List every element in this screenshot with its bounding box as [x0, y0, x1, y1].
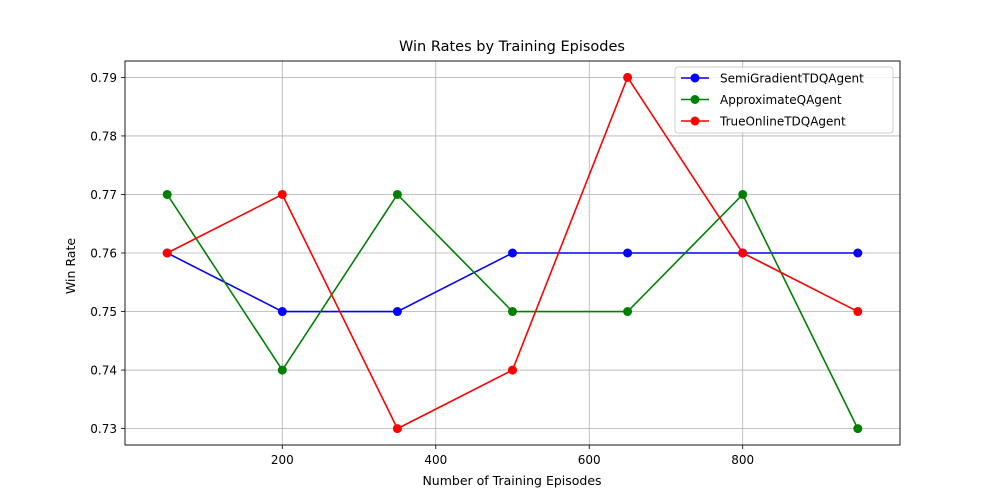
legend-marker [690, 73, 700, 83]
legend-label: TrueOnlineTDQAgent [719, 115, 846, 129]
series-layer [162, 72, 863, 434]
y-axis-label: Win Rate [63, 238, 78, 294]
data-point [508, 248, 517, 258]
data-point [738, 248, 748, 258]
data-point [162, 189, 172, 199]
data-point [392, 424, 402, 434]
data-point [162, 248, 172, 258]
x-tick-label: 800 [731, 453, 754, 467]
y-tick-label: 0.79 [90, 71, 117, 85]
data-point [623, 248, 633, 258]
data-point [508, 307, 517, 317]
data-point [392, 307, 402, 317]
y-tick-label: 0.75 [90, 305, 117, 319]
legend-marker [690, 95, 700, 104]
data-point [623, 72, 633, 82]
axis-ticks: 200 400 600 800 0.73 0.74 0.75 0.76 0.77 0.78 0.79 [90, 71, 754, 467]
data-point [392, 189, 402, 199]
data-point [738, 189, 748, 199]
legend-marker [690, 116, 700, 126]
series-line [166, 252, 858, 313]
series-0 [162, 248, 863, 317]
legend: SemiGradientTDQAgent ApproximateQAgent Tru… [674, 66, 894, 134]
legend-label: ApproximateQAgent [720, 93, 842, 107]
data-point [853, 307, 863, 317]
data-point [277, 365, 287, 375]
y-tick-label: 0.74 [90, 364, 117, 378]
y-tick-label: 0.76 [90, 247, 117, 261]
data-point [508, 365, 517, 375]
data-point [853, 424, 863, 434]
legend-item: SemiGradientTDQAgent [681, 72, 864, 86]
y-tick-label: 0.78 [90, 129, 117, 143]
legend-box [674, 66, 894, 134]
data-point [853, 248, 863, 258]
series-2 [162, 72, 863, 434]
x-tick-label: 200 [271, 453, 294, 467]
data-point [277, 189, 287, 199]
y-tick-label: 0.77 [90, 188, 117, 202]
chart-title: Win Rates by Training Episodes [399, 39, 625, 55]
x-tick-label: 600 [578, 453, 601, 467]
legend-item: TrueOnlineTDQAgent [681, 115, 846, 129]
legend-label: SemiGradientTDQAgent [720, 72, 864, 86]
data-point [623, 307, 633, 317]
series-1 [162, 189, 863, 434]
x-axis-label: Number of Training Episodes [422, 473, 601, 488]
legend-item: ApproximateQAgent [681, 93, 842, 107]
data-point [277, 307, 287, 317]
y-tick-label: 0.73 [90, 422, 117, 436]
x-tick-label: 400 [424, 453, 447, 467]
